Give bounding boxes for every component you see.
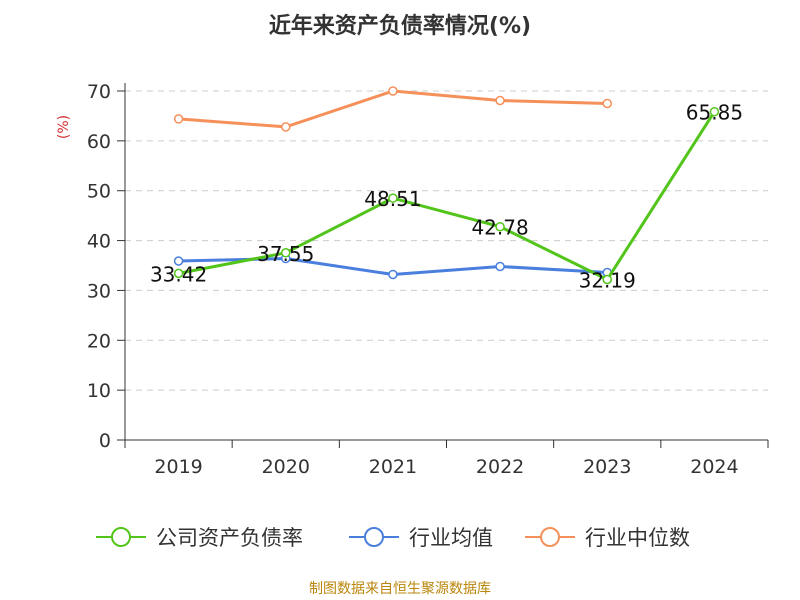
y-tick-label: 20 bbox=[87, 330, 111, 352]
y-tick-label: 30 bbox=[87, 280, 111, 302]
y-axis-label: (%) bbox=[56, 115, 72, 139]
chart-title: 近年来资产负债率情况(%) bbox=[268, 14, 532, 39]
grid-layer bbox=[125, 90, 768, 391]
data-point bbox=[173, 114, 184, 124]
legend-label: 公司资产负债率 bbox=[156, 526, 303, 550]
data-point bbox=[173, 256, 184, 266]
data-label: 33.42 bbox=[150, 262, 207, 286]
x-tick-label: 2019 bbox=[154, 456, 202, 478]
data-point bbox=[388, 269, 398, 280]
series-line bbox=[178, 110, 716, 282]
axis-layer: 0 10 20 30 40 50 60 70 2019 2020 2021 2022 2023 2024 (… bbox=[56, 81, 769, 478]
data-label: 37.55 bbox=[257, 242, 314, 266]
series-layer bbox=[173, 86, 720, 285]
legend-swatch-marker bbox=[111, 527, 131, 547]
legend-label: 行业均值 bbox=[409, 526, 493, 550]
data-label: 32.19 bbox=[579, 269, 636, 293]
legend-swatch-marker bbox=[364, 527, 384, 547]
data-point bbox=[495, 261, 505, 272]
x-tick-label: 2024 bbox=[690, 456, 738, 478]
legend-label: 行业中位数 bbox=[585, 526, 690, 550]
y-tick-label: 70 bbox=[87, 81, 111, 103]
x-tick-label: 2022 bbox=[476, 456, 524, 478]
label-layer: 33.42 37.55 48.51 42.78 32.19 65.85 bbox=[150, 101, 743, 293]
y-tick-label: 50 bbox=[87, 181, 111, 203]
data-point bbox=[602, 98, 612, 109]
data-point bbox=[173, 268, 184, 279]
data-point bbox=[388, 86, 398, 96]
y-tick-label: 60 bbox=[87, 131, 111, 153]
data-label: 48.51 bbox=[364, 187, 421, 211]
data-label: 42.78 bbox=[471, 216, 528, 240]
series-line bbox=[178, 89, 608, 129]
data-point bbox=[495, 95, 505, 106]
data-point bbox=[602, 274, 612, 285]
x-tick-label: 2021 bbox=[369, 456, 417, 478]
legend-swatch-marker bbox=[540, 527, 560, 547]
data-point bbox=[281, 248, 291, 258]
x-tick-label: 2023 bbox=[583, 456, 631, 478]
legend: 公司资产负债率 行业均值 行业中位数 bbox=[96, 526, 690, 550]
y-tick-label: 40 bbox=[87, 231, 111, 253]
y-tick-label: 10 bbox=[87, 380, 111, 402]
data-label: 65.85 bbox=[686, 101, 743, 125]
source-note: 制图数据来自恒生聚源数据库 bbox=[309, 581, 491, 597]
data-point bbox=[709, 106, 720, 117]
x-tick-label: 2020 bbox=[262, 456, 310, 478]
data-point bbox=[388, 193, 398, 203]
data-point bbox=[495, 221, 505, 232]
y-tick-label: 0 bbox=[99, 430, 111, 452]
data-point bbox=[281, 122, 291, 132]
